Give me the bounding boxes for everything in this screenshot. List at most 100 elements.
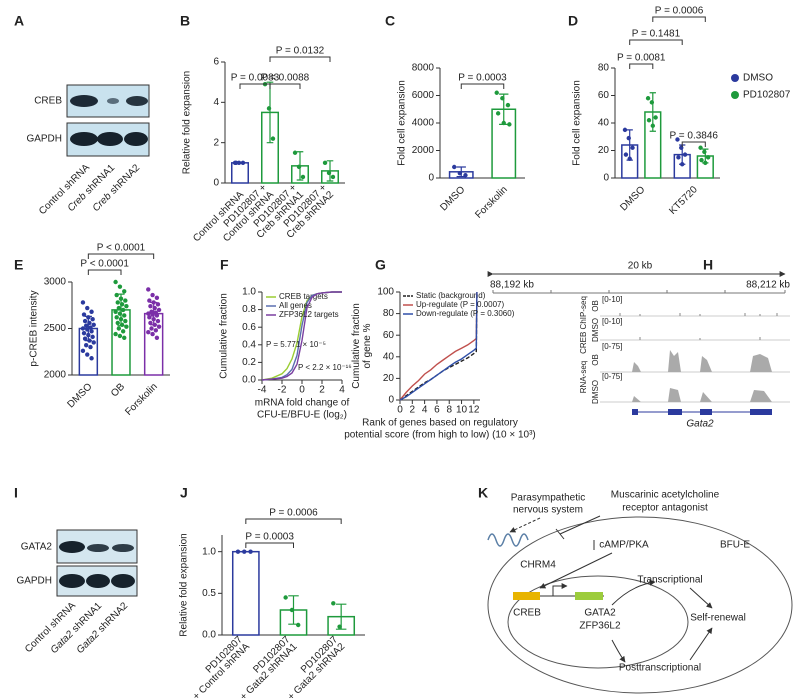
track-range: [0-75] [602,342,622,351]
p-value: P = 0.0132 [276,46,325,57]
data-point [113,331,118,337]
arrow [509,517,541,533]
data-point [156,307,162,313]
significance-bracket [652,16,706,22]
data-point [653,115,658,120]
arrow [689,627,713,661]
y-axis-label: of gene % [362,323,373,368]
data-point [507,122,512,127]
blot-band [70,132,98,146]
data-point [122,335,127,340]
track-group: RNA-seq [579,361,588,393]
p-value: P = 0.1481 [632,29,681,40]
x-tick-label: -2 [278,385,287,396]
data-point [270,136,276,141]
coordinate: 88,212 kb [746,280,790,291]
panel-label: B [180,13,190,29]
data-point [118,296,124,301]
scale-label: 20 kb [628,261,653,272]
data-point [117,333,123,339]
y-tick-label: 0 [428,173,434,184]
protein-label: GATA2 [21,542,53,553]
coordinate: 88,192 kb [490,280,534,291]
y-tick-label: 0.6 [242,322,256,333]
diagram-text: Muscarinic acetylcholine [611,490,720,501]
series-line [261,291,342,381]
data-point [679,145,684,150]
data-point [89,309,94,314]
panel-label: K [478,485,488,501]
y-axis-label: Relative fold expansion [179,533,190,636]
error-bar [335,603,347,630]
track-sample: OB [591,354,600,366]
significance-bracket [629,63,654,69]
data-point [148,303,153,309]
y-tick-label: 4000 [412,118,435,129]
y-tick-label: 2000 [44,370,67,381]
data-point [90,334,95,340]
data-point [296,164,302,170]
blot-a: CREB GAPDH Control shRNA CrebshRNA1 Creb… [26,84,150,217]
data-point [81,312,87,317]
y-tick-label: 0 [213,178,219,189]
data-point [242,549,247,554]
data-point [626,135,631,141]
data-point [81,330,87,336]
panel-label: J [180,485,188,501]
significance-bracket [269,56,331,62]
x-tick-label: DMSO [65,381,94,410]
data-point [113,309,118,314]
diagram-text: cAMP/PKA [599,540,649,551]
data-point [85,305,90,311]
blot-band [59,574,85,588]
y-tick-label: 6 [213,57,219,68]
x-tick-label: Forskolin [473,184,509,220]
significance-bracket [460,83,505,89]
data-point [645,96,651,101]
data-point [119,322,125,327]
data-point [146,330,151,335]
y-tick-label: 3000 [44,277,67,288]
data-point [266,106,272,111]
diagram-text: Posttranscriptional [619,663,701,674]
data-point [147,315,152,320]
x-tick-label: 0 [299,385,305,396]
y-tick-label: 0.8 [242,304,256,315]
data-point [116,305,122,311]
data-point [675,137,680,142]
data-point [86,315,91,320]
data-point [146,287,151,292]
significance-bracket [245,542,294,548]
nucleus [507,575,689,669]
data-point [91,340,96,345]
y-tick-label: 80 [598,63,610,74]
data-point [676,155,681,160]
data-point [115,320,120,326]
receptor [487,533,529,547]
y-tick-label: 40 [383,351,395,362]
diagram-text: GATA2 [584,608,616,619]
data-point [322,160,328,166]
y-tick-label: 0.2 [242,357,256,368]
legend-label: Static (background) [416,291,486,300]
data-point [326,170,332,176]
blot-band [70,95,98,107]
data-point [649,100,655,105]
y-tick-label: 80 [383,308,395,319]
p-value: P = 0.0003 [458,73,507,84]
gene-name: Gata2 [686,419,714,430]
data-point [86,332,91,338]
y-tick-label: 100 [377,287,394,298]
data-point [501,120,506,126]
x-tick-label: 6 [434,405,440,416]
x-tick-label: KT5720 [667,184,700,217]
data-point [148,320,153,326]
data-point [235,549,241,554]
data-point [150,292,155,298]
data-point [292,150,298,155]
data-point [89,329,94,334]
panel-label: A [14,13,24,29]
data-point [150,331,155,337]
data-point [88,325,93,330]
data-point [702,149,707,155]
